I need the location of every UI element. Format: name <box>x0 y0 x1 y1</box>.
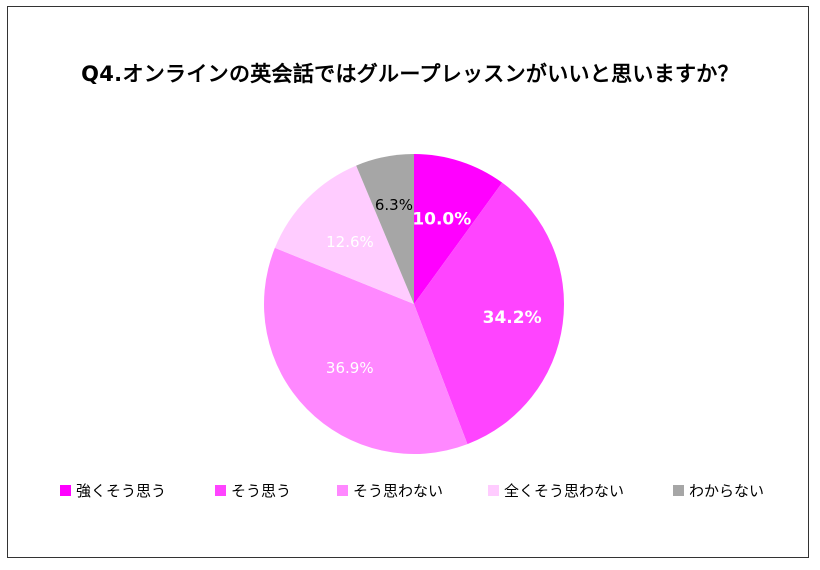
legend-swatch-2 <box>215 485 226 496</box>
pie-slice-5 <box>356 154 414 304</box>
pie-slice-2 <box>414 182 564 445</box>
legend-label-5: わからない <box>689 482 765 500</box>
legend-swatch-3 <box>337 485 348 496</box>
pie-data-label-3: 36.9% <box>326 359 374 377</box>
pie-slice-1 <box>414 154 503 304</box>
legend-swatch-5 <box>673 485 684 496</box>
legend-label-3: そう思わない <box>353 482 444 500</box>
legend-label-2: そう思う <box>231 482 292 500</box>
pie-data-label-5: 6.3% <box>375 196 413 214</box>
chart-title: Q4.オンラインの英会話ではグループレッスンがいいと思いますか？ <box>81 62 739 86</box>
legend-swatch-1 <box>60 485 71 496</box>
pie-data-label-2: 34.2% <box>483 308 542 328</box>
legend-label-4: 全くそう思わない <box>504 482 625 500</box>
pie-data-label-4: 12.6% <box>326 233 374 251</box>
pie-slice-4 <box>274 165 414 304</box>
legend-swatch-4 <box>488 485 499 496</box>
legend-label-1: 強くそう思う <box>76 482 167 500</box>
legend-item-2: そう思う <box>215 480 291 501</box>
chart-legend: 強くそう思う そう思う そう思わない 全くそう思わない わからない <box>60 480 800 502</box>
legend-item-1: 強くそう思う <box>60 480 166 501</box>
pie-data-label-1: 10.0% <box>412 209 471 229</box>
legend-item-5: わからない <box>673 480 764 501</box>
legend-item-4: 全くそう思わない <box>488 480 624 501</box>
pie-slice-3 <box>264 247 468 454</box>
legend-item-3: そう思わない <box>337 480 443 501</box>
